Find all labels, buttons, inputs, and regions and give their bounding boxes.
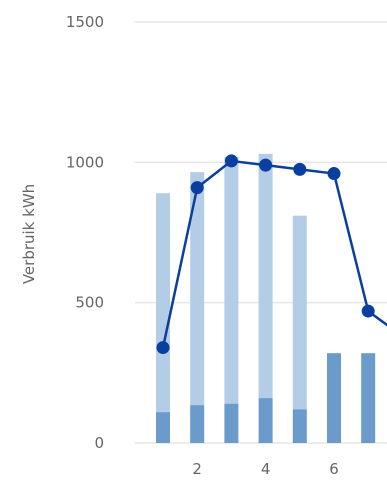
y-tick-label: 0 xyxy=(94,434,104,452)
bar-bottom xyxy=(224,403,239,443)
y-tick-label: 1000 xyxy=(66,153,104,171)
line-point xyxy=(259,158,273,172)
line-series xyxy=(156,154,387,355)
bar-bottom xyxy=(258,398,273,443)
x-tick-label: 2 xyxy=(192,460,202,478)
bar-top xyxy=(258,153,273,399)
line-point xyxy=(156,341,170,355)
bar-top xyxy=(190,172,205,406)
line-point xyxy=(190,181,204,195)
x-tick-label: 6 xyxy=(329,460,339,478)
x-axis-ticks: 2 4 6 xyxy=(192,460,338,478)
y-tick-label: 500 xyxy=(75,294,104,312)
x-tick-label: 4 xyxy=(261,460,271,478)
bar-bottom xyxy=(361,353,376,443)
line-point xyxy=(293,162,307,176)
bars xyxy=(156,153,376,443)
y-tick-label: 1500 xyxy=(66,13,104,31)
y-axis-ticks: 0 500 1000 1500 xyxy=(66,13,104,452)
bar-bottom xyxy=(156,412,170,443)
line-point xyxy=(361,304,375,318)
line-point xyxy=(327,167,341,181)
line-point xyxy=(224,154,238,168)
bar-top xyxy=(156,193,170,413)
y-axis-title: Verbruik kWh xyxy=(20,184,38,284)
bar-bottom xyxy=(327,353,341,443)
bar-top xyxy=(224,156,239,404)
bar-top xyxy=(292,215,307,410)
series-line xyxy=(161,159,387,348)
bar-bottom xyxy=(190,405,205,443)
bar-bottom xyxy=(292,409,307,443)
